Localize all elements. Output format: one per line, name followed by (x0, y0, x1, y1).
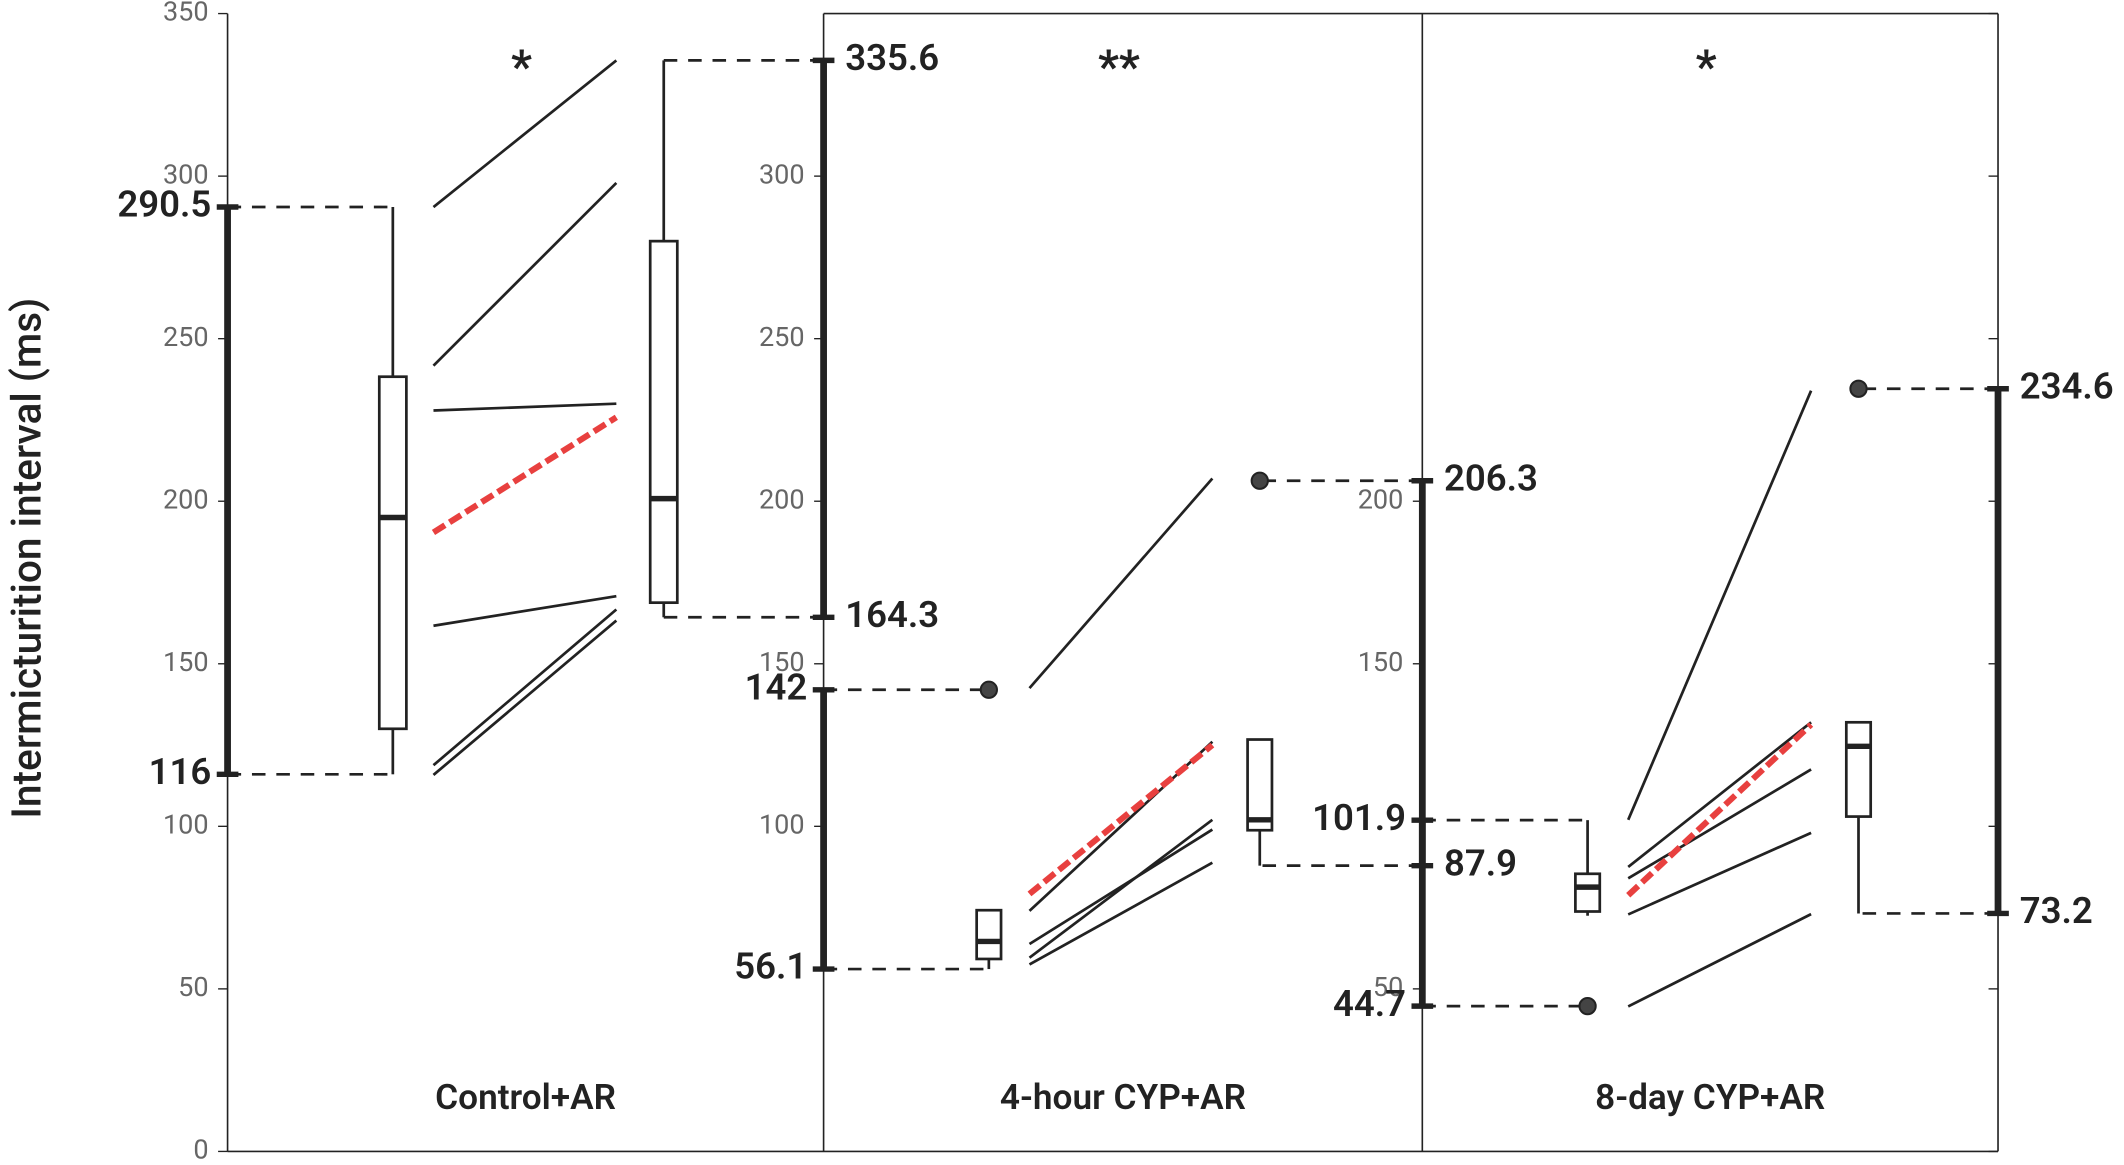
paired-line (433, 594, 617, 628)
range-label: 44.7 (1333, 982, 1406, 1025)
paired-line (432, 59, 618, 209)
paired-line (1028, 828, 1214, 946)
panel-label: Control+AR (435, 1076, 616, 1118)
significance: * (511, 41, 532, 95)
mean-line (1027, 742, 1215, 897)
panel-label: 4-hour CYP+AR (1000, 1076, 1246, 1118)
y-tick-label: 200 (1358, 483, 1404, 515)
y-tick-label: 300 (163, 158, 209, 190)
mean-line (431, 414, 618, 536)
paired-line (1627, 831, 1812, 916)
range-label: 116 (149, 750, 212, 793)
range-label: 73.2 (2020, 889, 2093, 932)
mean-line (1626, 722, 1814, 898)
range-label: 142 (745, 665, 808, 708)
y-tick-label: 250 (759, 321, 805, 353)
y-tick-label: 300 (759, 158, 805, 190)
y-tick-label: 0 (193, 1134, 208, 1165)
range-label: 87.9 (1444, 841, 1517, 884)
y-tick-label: 200 (759, 483, 805, 515)
y-tick-label: 50 (1373, 971, 1403, 1003)
box (1246, 738, 1274, 832)
box (648, 239, 679, 605)
paired-line (1627, 721, 1812, 869)
box (377, 375, 408, 731)
paired-line (1627, 768, 1812, 880)
paired-line (432, 608, 618, 767)
paired-line (433, 402, 617, 412)
significance: * (1696, 41, 1717, 95)
y-tick-label: 350 (163, 0, 209, 28)
outlier (979, 680, 998, 699)
paired-line (1028, 477, 1214, 690)
y-tick-label: 150 (1358, 646, 1404, 678)
y-tick-label: 150 (163, 646, 209, 678)
y-tick-label: 50 (178, 971, 208, 1003)
outlier (1849, 379, 1868, 398)
outlier (1578, 996, 1597, 1016)
y-tick-label: 250 (163, 321, 209, 353)
range-label: 234.6 (2020, 364, 2114, 407)
paired-line (1028, 818, 1214, 959)
paired-line (1627, 912, 1812, 1008)
paired-line (1028, 861, 1214, 966)
range-label: 335.6 (845, 36, 939, 79)
panel-label: 8-day CYP+AR (1595, 1076, 1825, 1118)
y-tick-label: 200 (163, 483, 209, 515)
paired-line (432, 181, 618, 367)
outlier (1250, 471, 1269, 490)
y-tick-label: 100 (163, 808, 209, 840)
range-label: 290.5 (117, 183, 211, 226)
y-tick-label: 150 (759, 646, 805, 678)
y-tick-label: 100 (759, 808, 805, 840)
significance: ** (1098, 41, 1140, 95)
paired-line (432, 619, 618, 776)
paired-line (1626, 390, 1813, 821)
box (1844, 720, 1873, 818)
box (1574, 872, 1602, 913)
box (975, 908, 1003, 961)
range-label: 101.9 (1312, 796, 1406, 839)
range-label: 164.3 (845, 593, 939, 636)
range-label: 56.1 (734, 945, 807, 988)
y-axis-label: Intermicturition interval (ms) (3, 298, 51, 819)
range-label: 206.3 (1444, 456, 1538, 499)
